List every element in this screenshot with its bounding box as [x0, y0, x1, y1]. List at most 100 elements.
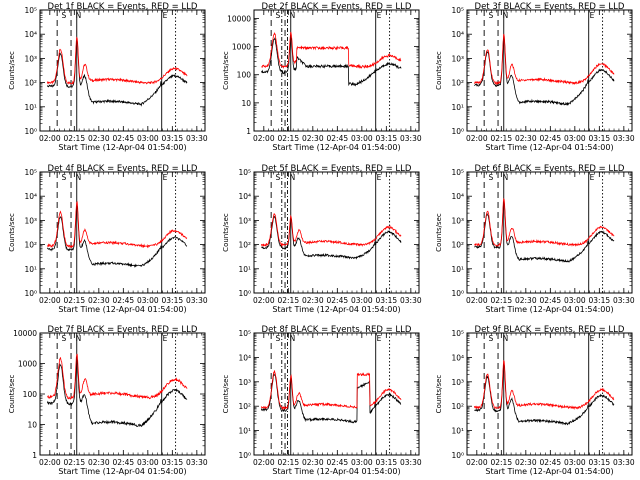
panel-title: Det 4f BLACK = Events, RED = LLD: [48, 164, 198, 174]
panel-title: Det 9f BLACK = Events, RED = LLD: [475, 325, 625, 335]
panel-title: Det 5f BLACK = Events, RED = LLD: [262, 164, 412, 174]
x-tick-label: 02:00: [39, 458, 61, 467]
x-tick-label: 03:30: [186, 458, 208, 467]
plot-frame: [466, 332, 633, 456]
x-tick-label: 02:00: [466, 296, 488, 305]
y-tick-label: 10²: [24, 79, 37, 88]
x-axis-label: Start Time (12-Apr-04 01:54:00): [485, 467, 613, 476]
y-tick-label: 10²: [238, 402, 251, 411]
x-tick-label: 03:00: [564, 134, 586, 143]
y-tick-label: 1: [246, 127, 251, 136]
region-label: E: [590, 334, 595, 343]
y-tick-label: 10⁴: [238, 353, 251, 362]
panel-det-7: Det 7f BLACK = Events, RED = LLD 1 10 100 10…: [8, 325, 208, 476]
x-tick-label: 03:30: [400, 458, 422, 467]
panel-det-2: Det 2f BLACK = Events, RED = LLD 1 10 100 10…: [222, 2, 422, 152]
y-tick-label: 10¹: [238, 427, 251, 436]
events-series-line: [260, 37, 402, 87]
panel-title: Det 1f BLACK = Events, RED = LLD: [48, 2, 198, 12]
plot-frame: [39, 9, 206, 132]
x-tick-label: 02:15: [277, 134, 299, 143]
y-tick-label: 10¹: [451, 103, 464, 112]
y-axis-label: Counts/sec: [8, 213, 16, 252]
y-tick-label: 10³: [24, 54, 37, 63]
events-series-line: [474, 35, 615, 106]
y-axis-label: Counts/sec: [8, 375, 16, 414]
y-tick-label: 10³: [451, 54, 464, 63]
y-axis-label: Counts/sec: [435, 213, 443, 252]
y-tick-label: 10¹: [451, 427, 464, 436]
y-tick-label: 10³: [451, 378, 464, 387]
x-tick-label: 03:15: [162, 296, 184, 305]
region-label: E: [377, 11, 382, 20]
y-axis-label: Counts/sec: [8, 51, 16, 90]
y-tick-label: 10¹: [24, 103, 37, 112]
region-label: N: [290, 11, 296, 20]
x-tick-label: 03:15: [162, 458, 184, 467]
y-tick-label: 10⁵: [238, 329, 251, 338]
x-tick-label: 03:30: [400, 134, 422, 143]
lld-series-line: [46, 36, 188, 85]
x-tick-label: 02:15: [63, 458, 85, 467]
x-tick-label: 02:00: [253, 458, 275, 467]
x-tick-label: 02:15: [63, 296, 85, 305]
region-label: S: [488, 173, 493, 182]
y-tick-label: 10⁵: [451, 6, 464, 15]
events-series-line: [47, 205, 188, 268]
x-tick-label: 03:00: [351, 296, 373, 305]
y-tick-label: 10⁵: [24, 168, 37, 177]
x-tick-label: 02:00: [39, 134, 61, 143]
x-tick-label: 03:15: [589, 134, 611, 143]
lld-series-line: [260, 213, 402, 247]
x-tick-label: 02:30: [302, 458, 324, 467]
x-tick-label: 03:15: [376, 296, 398, 305]
events-series-line: [261, 215, 402, 260]
region-label: S: [61, 334, 66, 343]
region-label: S: [61, 11, 66, 20]
panel-title: Det 6f BLACK = Events, RED = LLD: [475, 164, 625, 174]
region-label: S: [61, 173, 66, 182]
x-tick-label: 03:30: [186, 296, 208, 305]
x-tick-label: 03:00: [351, 458, 373, 467]
x-axis-label: Start Time (12-Apr-04 01:54:00): [272, 305, 400, 314]
region-label: N: [503, 334, 509, 343]
region-label: E: [163, 11, 168, 20]
events-series-line: [474, 364, 615, 426]
y-tick-label: 10⁴: [24, 30, 37, 39]
region-label: E: [590, 173, 595, 182]
y-tick-label: 10³: [451, 216, 464, 225]
plot-frame: [253, 9, 420, 132]
y-tick-label: 1000: [232, 43, 251, 52]
y-tick-label: 10³: [238, 378, 251, 387]
panel-det-4: Det 4f BLACK = Events, RED = LLD 10⁰ 10¹ 10…: [8, 164, 208, 314]
x-tick-label: 02:00: [39, 296, 61, 305]
y-tick-label: 10⁴: [24, 192, 37, 201]
lld-series-line: [474, 197, 615, 247]
y-tick-label: 10⁴: [451, 353, 464, 362]
y-tick-label: 10⁵: [24, 6, 37, 15]
x-tick-label: 02:00: [253, 296, 275, 305]
plot-frame: [253, 332, 420, 456]
y-tick-label: 10³: [24, 216, 37, 225]
panel-det-9: Det 9f BLACK = Events, RED = LLD 10⁰ 10¹ 10…: [435, 325, 635, 476]
x-tick-label: 03:15: [589, 458, 611, 467]
x-axis-label: Start Time (12-Apr-04 01:54:00): [272, 143, 400, 152]
y-tick-label: 10²: [238, 241, 251, 250]
x-tick-label: 03:30: [613, 458, 635, 467]
x-tick-label: 03:30: [613, 134, 635, 143]
x-tick-label: 02:15: [63, 134, 85, 143]
x-tick-label: 02:45: [540, 134, 562, 143]
x-axis-label: Start Time (12-Apr-04 01:54:00): [485, 143, 613, 152]
x-tick-label: 03:00: [137, 458, 159, 467]
y-tick-label: 10¹: [24, 265, 37, 274]
region-label: N: [290, 334, 296, 343]
y-tick-label: 10⁰: [451, 127, 464, 136]
x-tick-label: 02:45: [113, 458, 135, 467]
lld-series-line: [260, 370, 402, 411]
x-tick-label: 03:30: [186, 134, 208, 143]
y-tick-label: 10⁰: [238, 451, 251, 460]
y-tick-label: 10²: [451, 79, 464, 88]
y-tick-label: 1000: [18, 360, 37, 369]
y-tick-label: 10⁴: [451, 192, 464, 201]
lld-series-line: [46, 353, 188, 400]
